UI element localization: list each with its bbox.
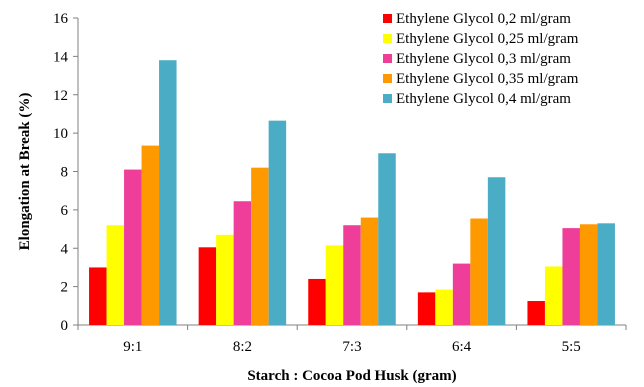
bar [452,263,471,325]
bar [308,278,326,325]
y-tick-label: 8 [61,165,69,181]
bar [124,169,142,325]
legend-label: Ethylene Glycol 0,4 ml/gram [396,91,571,107]
legend-label: Ethylene Glycol 0,35 ml/gram [396,71,579,87]
bar [487,177,506,325]
y-tick-label: 16 [53,11,69,27]
legend-swatch [383,14,392,23]
bar [470,218,488,325]
y-tick-label: 12 [53,88,68,104]
y-tick-label: 6 [61,203,69,219]
bar [435,289,453,325]
x-tick-label: 7:3 [342,339,361,355]
x-axis-title: Starch : Cocoa Pod Husk (gram) [247,368,456,384]
bar [233,201,252,325]
legend-swatch [383,34,392,43]
bar [251,167,269,325]
legend-swatch [383,74,392,83]
legend-swatch [383,94,392,103]
y-axis-title: Elongation at Break (%) [17,93,33,251]
bar [198,247,217,325]
bar [89,267,107,325]
legend-label: Ethylene Glycol 0,2 ml/gram [396,11,571,27]
x-axis-ticks: 9:1 8:2 7:3 6:4 5:5 [77,325,627,355]
legend-label: Ethylene Glycol 0,25 ml/gram [396,31,579,47]
y-tick-label: 10 [53,126,68,142]
bar [268,120,287,325]
bars [89,60,615,326]
legend: Ethylene Glycol 0,2 ml/gram Ethylene Glyc… [383,11,579,107]
bar [527,301,545,325]
bar [325,245,344,325]
y-tick-label: 14 [53,49,69,65]
x-tick-label: 9:1 [123,339,142,355]
bar [544,266,563,325]
bar [159,60,177,326]
bar [343,225,361,325]
x-tick-label: 8:2 [233,339,252,355]
bar [378,153,396,325]
bar [141,145,160,325]
y-tick-label: 4 [61,241,69,257]
y-tick-label: 0 [61,318,69,334]
bar [216,234,234,325]
y-tick-label: 2 [61,280,69,296]
bar [417,292,436,325]
bar [597,223,615,325]
legend-label: Ethylene Glycol 0,3 ml/gram [396,51,571,67]
legend-swatch [383,54,392,63]
y-axis-ticks: 0 2 4 6 8 10 12 14 16 [53,11,78,334]
x-tick-label: 6:4 [452,339,472,355]
bar [579,224,598,325]
bar [562,228,580,325]
x-tick-label: 5:5 [562,339,581,355]
bar [360,217,379,325]
bar [106,225,125,325]
